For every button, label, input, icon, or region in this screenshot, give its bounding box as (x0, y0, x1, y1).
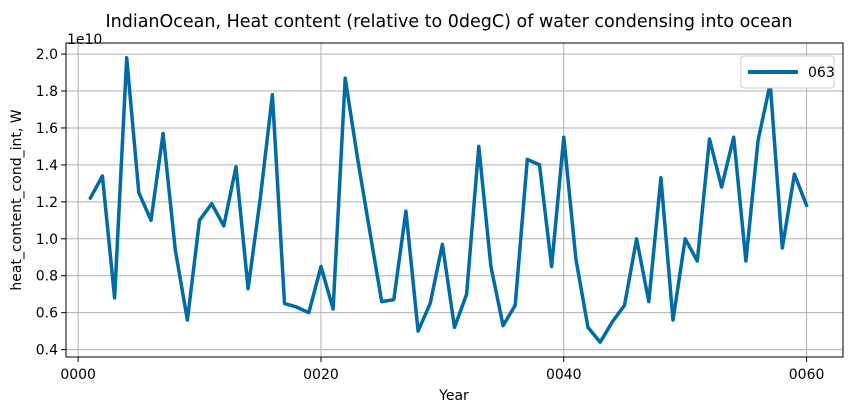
plot-area (65, 42, 844, 358)
legend: 063 (740, 55, 835, 89)
chart-title: IndianOcean, Heat content (relative to 0… (105, 12, 792, 32)
y-tick-label: 1.4 (36, 158, 58, 174)
y-tick-label: 1.0 (36, 232, 58, 248)
x-tick-label: 0020 (303, 367, 339, 383)
y-tick-label: 1.6 (36, 121, 58, 137)
y-tick-label: 0.8 (36, 269, 58, 285)
y-axis-label: heat_content_cond_int, W (9, 109, 25, 290)
legend-label: 063 (808, 65, 835, 81)
y-tick-label: 1.8 (36, 84, 58, 100)
y-tick-label: 0.4 (36, 343, 58, 359)
x-axis-label: Year (438, 388, 469, 404)
y-scale-label: 1e10 (67, 32, 102, 48)
x-tick-label: 0060 (789, 367, 825, 383)
x-tick-label: 0000 (60, 367, 96, 383)
y-tick-label: 1.2 (36, 195, 58, 211)
y-tick-label: 0.6 (36, 306, 58, 322)
x-tick-label: 0040 (546, 367, 582, 383)
series-line (88, 56, 809, 344)
y-tick-label: 2.0 (36, 47, 58, 63)
